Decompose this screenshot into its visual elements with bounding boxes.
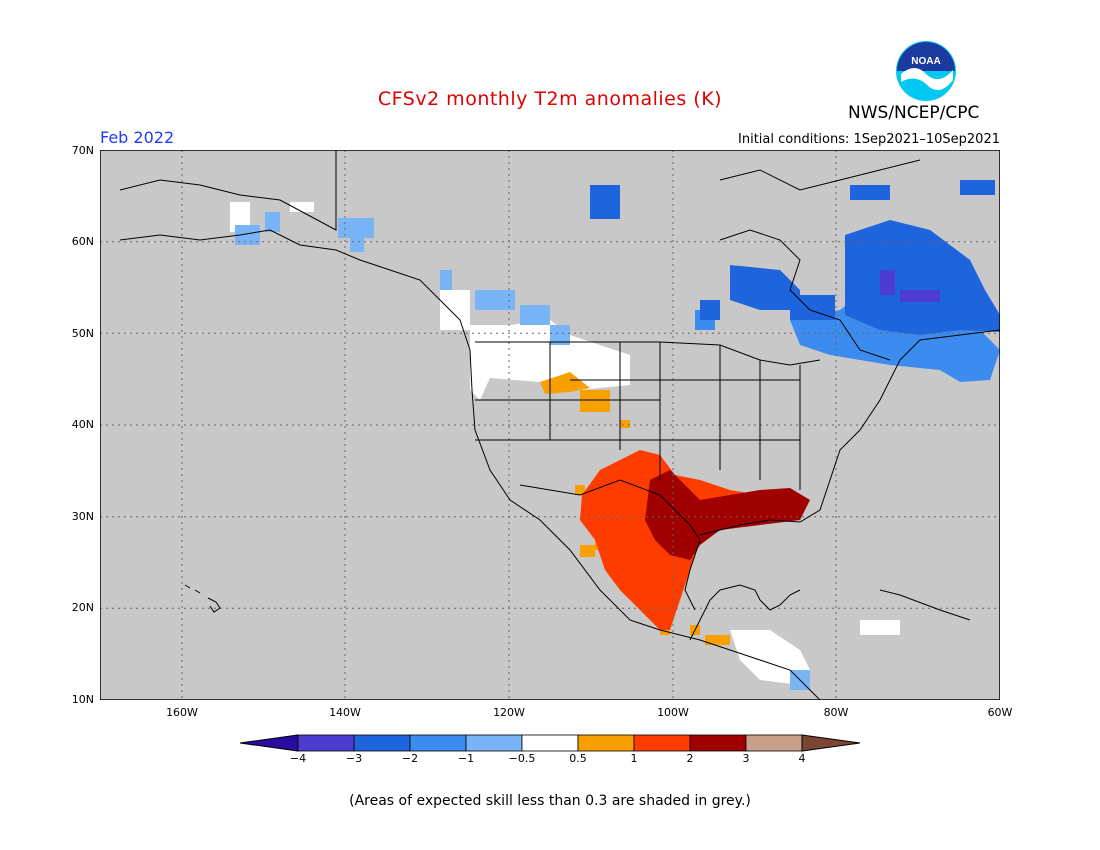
lat-label: 10N: [71, 693, 94, 706]
anomaly-dark-blue: [590, 180, 1000, 335]
anomaly-dark-red: [645, 470, 810, 560]
political-borders: [335, 150, 821, 541]
colorbar-label: 3: [742, 752, 750, 765]
anomaly-map: [100, 150, 1000, 700]
colorbar-label: 0.5: [569, 752, 587, 765]
agency-label: NWS/NCEP/CPC: [848, 103, 980, 123]
lat-label: 70N: [71, 144, 94, 157]
colorbar: [240, 734, 860, 752]
lon-label: 60W: [987, 706, 1013, 719]
colorbar-segment: [353, 734, 411, 752]
colorbar-segment: [745, 734, 803, 752]
lat-label: 20N: [71, 601, 94, 614]
logo-text: NOAA: [911, 56, 940, 67]
lon-label: 100W: [657, 706, 689, 719]
lon-label: 120W: [493, 706, 525, 719]
colorbar-segment: [409, 734, 467, 752]
colorbar-label: −0.5: [508, 752, 536, 765]
colorbar-segment: [521, 734, 579, 752]
colorbar-label: −4: [289, 752, 307, 765]
colorbar-label: 2: [686, 752, 694, 765]
colorbar-label: −1: [457, 752, 475, 765]
hawaii-islands: [184, 584, 221, 613]
lon-label: 160W: [166, 706, 198, 719]
noaa-logo-icon: NOAA: [896, 41, 956, 101]
colorbar-cap-low: [240, 734, 299, 752]
colorbar-segment: [689, 734, 747, 752]
colorbar-segment: [633, 734, 691, 752]
colorbar-segment: [465, 734, 523, 752]
skill-footnote: (Areas of expected skill less than 0.3 a…: [349, 793, 751, 809]
lat-label: 30N: [71, 510, 94, 523]
initial-conditions: Initial conditions: 1Sep2021–10Sep2021: [738, 132, 1000, 147]
lon-label: 80W: [823, 706, 849, 719]
chart-title: CFSv2 monthly T2m anomalies (K): [377, 88, 723, 110]
lat-label: 60N: [71, 235, 94, 248]
lat-label: 40N: [71, 418, 94, 431]
colorbar-label: −2: [401, 752, 419, 765]
lat-label: 50N: [71, 327, 94, 340]
colorbar-segment: [577, 734, 635, 752]
colorbar-label: −3: [345, 752, 363, 765]
anomaly-deep-blue: [880, 270, 940, 302]
forecast-month: Feb 2022: [100, 128, 175, 147]
coastlines: [119, 150, 1000, 700]
colorbar-label: 1: [630, 752, 638, 765]
lon-label: 140W: [329, 706, 361, 719]
colorbar-label: 4: [798, 752, 806, 765]
colorbar-cap-high: [801, 734, 860, 752]
colorbar-segment: [297, 734, 355, 752]
